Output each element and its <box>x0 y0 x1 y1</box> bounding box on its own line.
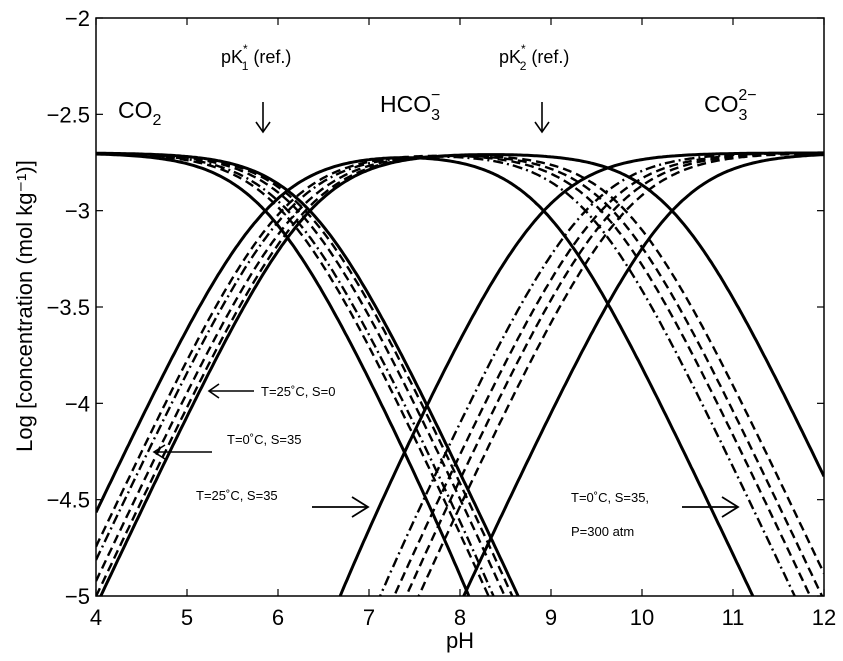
series-0-hco3-curve <box>99 153 824 596</box>
pk2-down-arrow-icon <box>534 102 550 134</box>
y-tick-label: −3 <box>65 199 90 224</box>
x-tick-label: 11 <box>722 605 745 630</box>
y-tick-label: −2 <box>65 6 90 31</box>
series-0-co2-curve <box>96 151 520 596</box>
right-arrow-icon <box>682 496 740 518</box>
x-tick-label: 4 <box>90 605 102 630</box>
series-extra-0-co2-curve <box>96 152 514 596</box>
left-arrow-icon <box>152 444 212 460</box>
x-tick-label: 7 <box>363 605 375 630</box>
series-1-hco3-curve <box>96 155 797 596</box>
series-2-hco3-curve <box>96 156 755 596</box>
series-2-co3-curve <box>338 151 824 596</box>
annotation-t0-s35-p300-line2: P=300 atm <box>571 524 634 539</box>
x-tick-label: 9 <box>545 605 557 630</box>
curves-group <box>96 151 824 596</box>
pk1-ref-label: pK* 1 (ref.) <box>221 42 291 73</box>
x-tick-label: 6 <box>272 605 284 630</box>
y-axis-label: Log [concentration (mol kg⁻¹)] <box>12 160 37 452</box>
x-tick-label: 10 <box>630 605 654 630</box>
pk1-down-arrow-icon <box>255 102 271 134</box>
x-tick-label: 8 <box>454 605 466 630</box>
annotation-t0-s35: T=0˚C, S=35 <box>227 432 301 447</box>
annotation-t0-s35-p300: T=0˚C, S=35, <box>571 490 649 505</box>
annotation-t25-s0: T=25˚C, S=0 <box>261 384 335 399</box>
series-extra-1-co3-curve <box>392 152 824 596</box>
x-axis-label: pH <box>446 628 474 653</box>
y-tick-label: −3.5 <box>47 295 90 320</box>
series-0-co3-curve <box>462 153 824 596</box>
y-tick-label: −4 <box>65 391 90 416</box>
species-label-co3: CO32− <box>704 87 757 124</box>
y-tick-label: −5 <box>65 584 90 609</box>
x-tick-label: 5 <box>181 605 193 630</box>
y-tick-label: −4.5 <box>47 488 90 513</box>
series-1-co2-curve <box>96 152 495 596</box>
right-arrow-icon <box>312 496 370 518</box>
species-label-co2: CO2 <box>118 97 162 129</box>
tick-labels-group: 4 5 6 7 8 9 10 11 12 −2 −2.5 −3 −3.5 −4 −4.5 −5 <box>47 6 837 630</box>
series-extra-0-co3-curve <box>417 152 824 596</box>
species-label-hco3: HCO3− <box>380 87 440 124</box>
pk2-ref-label: pK* 2 (ref.) <box>499 42 569 73</box>
ticks-group <box>95 17 825 597</box>
y-tick-label: −2.5 <box>47 102 90 127</box>
x-tick-label: 12 <box>812 605 836 630</box>
annotation-t25-s35: T=25˚C, S=35 <box>196 488 278 503</box>
series-3-co3-curve <box>404 152 824 596</box>
series-2-co2-curve <box>96 152 471 596</box>
series-3-co2-curve <box>96 152 506 596</box>
left-arrow-icon <box>207 383 254 399</box>
